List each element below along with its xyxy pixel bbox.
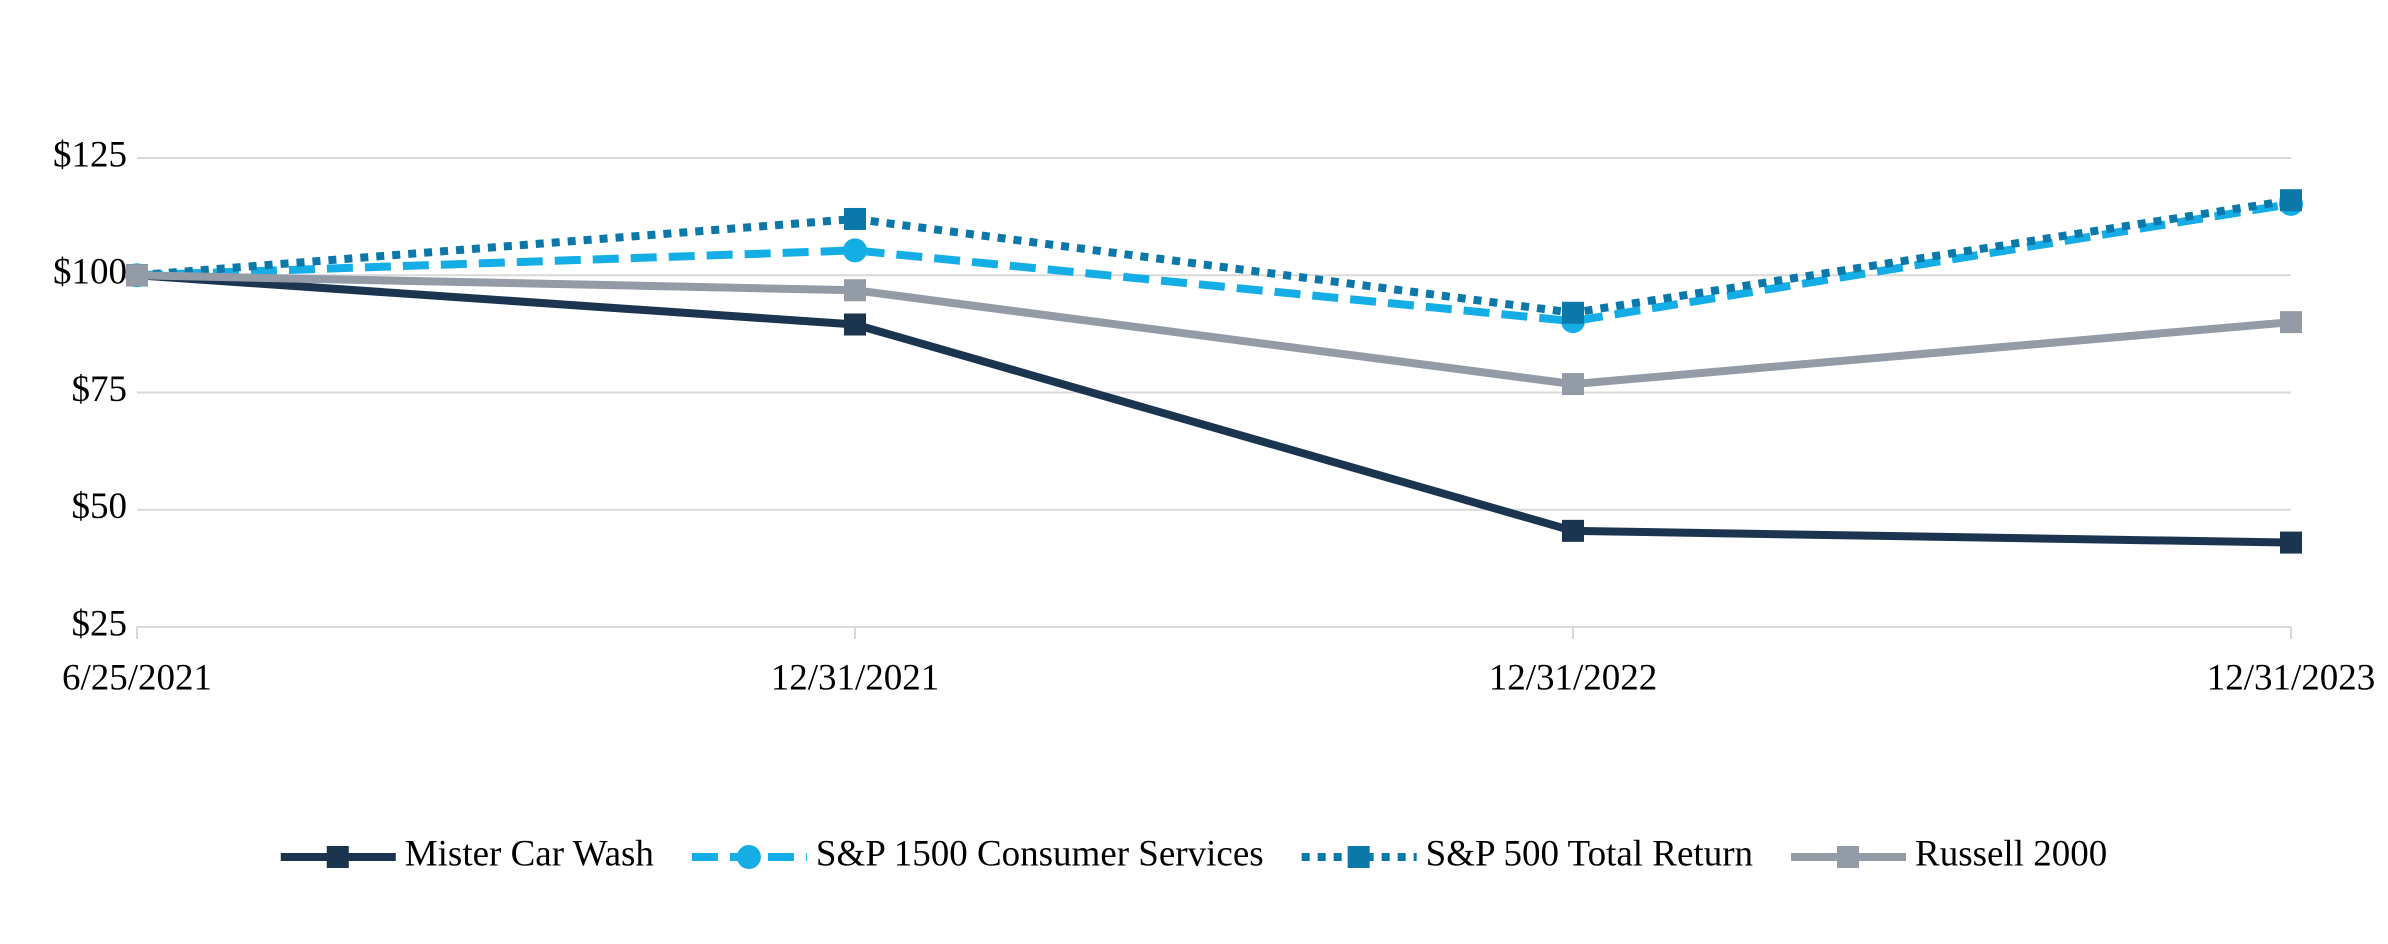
y-tick-label: $25	[72, 603, 128, 644]
legend-item: Mister Car Wash	[280, 833, 655, 874]
marker	[844, 207, 866, 230]
marker	[2280, 531, 2302, 554]
marker	[1562, 373, 1584, 396]
series-line	[136, 271, 2292, 389]
legend-label: S&P 500 Total Return	[1426, 833, 1753, 874]
y-tick-label: $50	[72, 486, 128, 527]
y-tick-label: $125	[53, 134, 127, 175]
marker	[1347, 846, 1370, 868]
legend-label: S&P 1500 Consumer Services	[816, 833, 1264, 874]
legend: Mister Car Wash S&P 1500 Consumer Service…	[280, 833, 2107, 874]
marker	[1562, 519, 1584, 542]
marker	[326, 846, 349, 868]
marker	[736, 845, 761, 869]
legend-item: Russell 2000	[1791, 833, 2107, 874]
legend-label: Mister Car Wash	[405, 833, 655, 874]
series-line	[136, 200, 2292, 326]
x-tick-label: 12/31/2023	[2207, 657, 2376, 698]
marker	[843, 238, 867, 263]
marker	[2280, 311, 2302, 334]
y-tick-label: $100	[53, 252, 127, 293]
series-line	[136, 271, 2292, 547]
marker	[1837, 846, 1860, 868]
x-tick-label: 12/31/2022	[1489, 657, 1658, 698]
x-tick-label: 12/31/2021	[771, 657, 940, 698]
legend-item: S&P 1500 Consumer Services	[691, 833, 1264, 874]
legend-item: S&P 500 Total Return	[1301, 833, 1753, 874]
y-tick-label: $75	[72, 369, 128, 410]
marker	[2280, 189, 2302, 212]
x-tick-label: 6/25/2021	[62, 657, 212, 698]
legend-label: Russell 2000	[1915, 833, 2107, 874]
marker	[1562, 301, 1584, 324]
marker	[844, 313, 866, 336]
marker	[844, 279, 866, 302]
marker	[126, 264, 148, 287]
